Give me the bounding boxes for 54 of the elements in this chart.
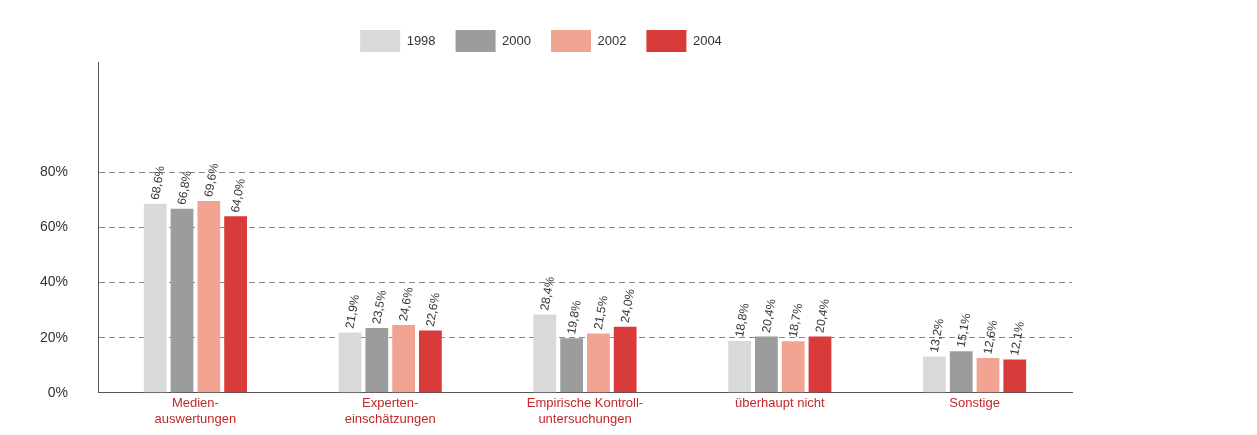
legend-label: 2002 xyxy=(597,32,627,48)
y-tick-label: 40% xyxy=(39,273,69,290)
bar xyxy=(224,216,247,393)
bar xyxy=(338,332,362,393)
data-label: 22,6% xyxy=(422,291,443,328)
data-label: 68,6% xyxy=(147,164,168,201)
data-label: 21,5% xyxy=(590,294,611,331)
bar xyxy=(1003,359,1027,393)
bar xyxy=(781,341,805,393)
bar xyxy=(949,351,973,393)
bar xyxy=(728,340,752,393)
y-tick-label: 20% xyxy=(39,328,69,345)
x-tick-label: überhaupt nicht xyxy=(734,395,825,411)
data-label: 15,1% xyxy=(953,312,974,349)
bar xyxy=(392,324,415,393)
bar xyxy=(613,326,637,393)
legend-label: 2004 xyxy=(692,32,722,48)
x-tick-label: Sonstige xyxy=(949,395,1000,411)
bar xyxy=(560,338,583,393)
bar xyxy=(143,203,167,393)
data-label: 19,8% xyxy=(564,299,584,336)
bar xyxy=(197,200,221,393)
bar xyxy=(170,208,194,393)
bar xyxy=(923,356,946,393)
x-tick-label: Experten- einschätzungen xyxy=(344,395,436,426)
data-label: 20,4% xyxy=(812,297,833,334)
data-label: 12,6% xyxy=(980,318,1001,356)
bar xyxy=(755,336,778,393)
data-label: 66,8% xyxy=(174,169,195,206)
x-tick-label: Medien- auswertungen xyxy=(154,395,237,426)
bar xyxy=(533,314,557,393)
data-label: 18,8% xyxy=(732,301,752,339)
bar xyxy=(365,328,389,393)
data-label: 23,5% xyxy=(369,288,389,326)
data-label: 69,6% xyxy=(201,161,221,199)
legend-label: 2000 xyxy=(502,32,531,48)
x-tick-label: Empirische Kontroll- untersuchungen xyxy=(526,395,644,426)
data-label: 24,0% xyxy=(617,287,638,324)
data-label: 12,1% xyxy=(1007,320,1027,357)
data-label: 20,4% xyxy=(758,297,779,334)
data-label: 64,0% xyxy=(228,177,248,214)
data-label: 21,9% xyxy=(342,293,363,330)
y-tick-label: 0% xyxy=(47,383,69,400)
bar xyxy=(419,330,442,393)
bar xyxy=(976,358,1000,393)
y-tick-label: 60% xyxy=(39,218,69,235)
data-label: 28,4% xyxy=(537,275,558,312)
y-tick-label: 80% xyxy=(39,163,69,180)
bar xyxy=(808,336,832,393)
data-label: 18,7% xyxy=(785,302,806,339)
legend-label: 1998 xyxy=(406,32,436,48)
data-label: 13,2% xyxy=(926,317,947,354)
data-label: 24,6% xyxy=(396,285,416,323)
bar xyxy=(587,333,610,393)
